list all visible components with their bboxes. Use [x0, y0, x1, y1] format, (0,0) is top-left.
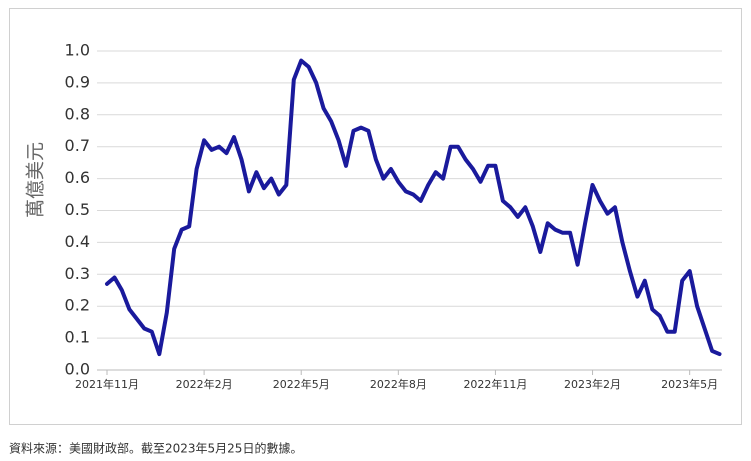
- footnote: 資料來源：美國財政部。截至2023年5月25日的數據。: [9, 441, 302, 456]
- y-tick-label: 0.4: [65, 232, 90, 251]
- data-line: [105, 58, 722, 357]
- y-tick-label: 0.6: [65, 168, 90, 187]
- y-tick-label: 0.5: [65, 200, 90, 219]
- y-tick-label: 0.1: [65, 328, 90, 347]
- y-axis-label: 萬億美元: [25, 142, 47, 218]
- x-tick-label: 2022年2月: [176, 377, 233, 391]
- y-tick-label: 0.3: [65, 264, 90, 283]
- x-tick-label: 2021年11月: [75, 377, 139, 391]
- x-tick-label: 2023年5月: [661, 377, 718, 391]
- x-tick-label: 2022年8月: [370, 377, 427, 391]
- x-tick-label: 2023年2月: [564, 377, 621, 391]
- x-tick-label: 2022年5月: [273, 377, 330, 391]
- chart-frame: [9, 8, 742, 425]
- y-tick-label: 0.0: [65, 360, 90, 379]
- y-tick-label: 1.0: [65, 41, 90, 60]
- y-tick-label: 0.2: [65, 296, 90, 315]
- x-tick-label: 2022年11月: [463, 377, 527, 391]
- y-tick-label: 0.8: [65, 104, 90, 123]
- y-tick-label: 0.7: [65, 136, 90, 155]
- y-tick-label: 0.9: [65, 72, 90, 91]
